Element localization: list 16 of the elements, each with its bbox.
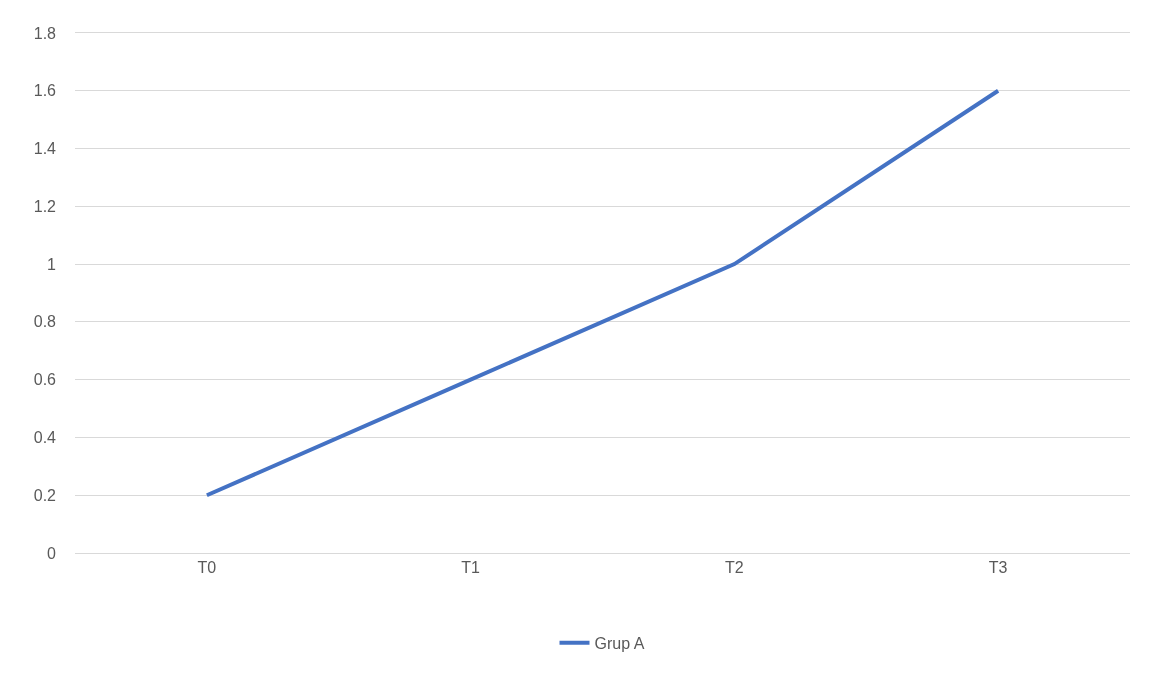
- y-tick-label: 1.4: [33, 140, 57, 158]
- x-tick-label: T3: [988, 559, 1008, 577]
- y-tick-label: 1.2: [33, 197, 57, 215]
- x-tick-label: T1: [461, 559, 481, 577]
- x-tick-label: T0: [197, 559, 217, 577]
- y-tick-label: 0.2: [33, 486, 57, 504]
- y-tick-label: 1.8: [33, 24, 57, 42]
- y-tick-label: 1: [47, 255, 57, 273]
- y-tick-label: 0.4: [33, 429, 57, 447]
- y-tick-label: 0.6: [33, 371, 57, 389]
- y-tick-label: 0.8: [33, 313, 57, 331]
- x-tick-label: T2: [725, 559, 744, 577]
- y-tick-label: 1.6: [33, 82, 57, 100]
- legend-label: Grup A: [594, 634, 645, 652]
- line-series: [204, 88, 1001, 498]
- y-tick-label: 0: [47, 544, 57, 562]
